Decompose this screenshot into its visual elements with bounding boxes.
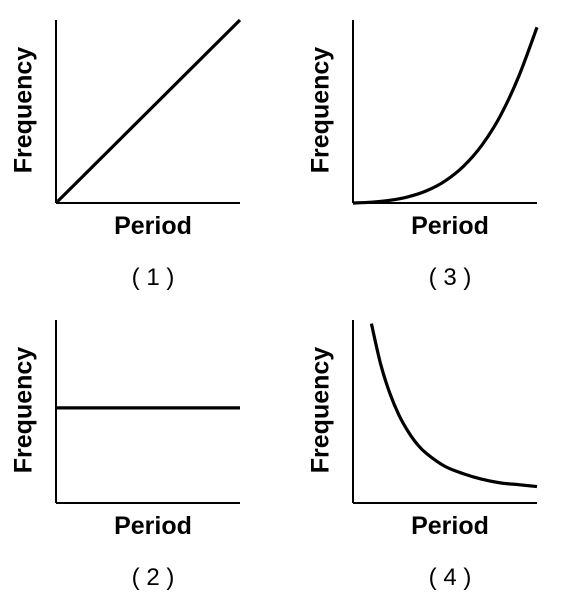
y-axis-label: Frequency [9, 46, 38, 174]
series-line [352, 26, 539, 205]
chart-plot-2 [55, 320, 240, 504]
chart-caption: ( 4 ) [428, 564, 472, 591]
y-axis-label: Frequency [306, 346, 335, 474]
x-axis-label: Period [411, 512, 489, 540]
x-axis-label: Period [114, 212, 192, 240]
series-line [369, 323, 538, 489]
chart-plot-1 [54, 18, 242, 205]
y-axis-label: Frequency [306, 46, 335, 174]
chart-panel-1: Frequency Period ( 1 ) [0, 0, 290, 300]
chart-panel-2: Frequency Period ( 2 ) [0, 300, 290, 600]
chart-caption: ( 3 ) [428, 264, 472, 291]
x-axis-label: Period [411, 212, 489, 240]
series-line [54, 18, 242, 205]
y-axis-label: Frequency [9, 346, 38, 474]
x-axis-label: Period [114, 512, 192, 540]
chart-panel-4: Frequency Period ( 4 ) [297, 300, 583, 600]
chart-plot-4 [352, 320, 538, 504]
chart-caption: ( 2 ) [131, 564, 175, 591]
chart-panel-3: Frequency Period ( 3 ) [297, 0, 583, 300]
chart-plot-3 [352, 20, 539, 205]
chart-caption: ( 1 ) [131, 264, 175, 291]
